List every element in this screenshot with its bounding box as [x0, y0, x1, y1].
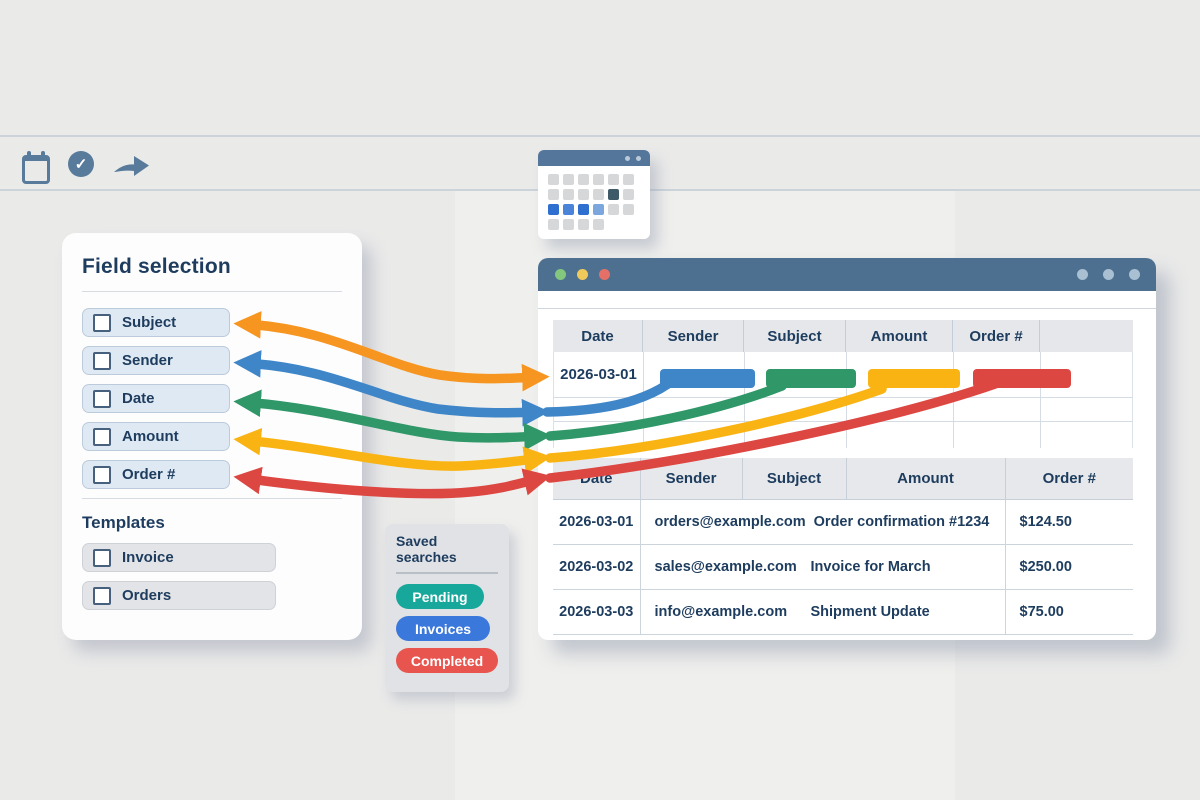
- arrow-right-icon[interactable]: [112, 149, 152, 179]
- calendar-highlight-day: [578, 204, 589, 215]
- sender-value: orders@example.com: [654, 514, 806, 530]
- field-label: Date: [122, 390, 155, 407]
- browser-window: Date Sender Subject Amount Order # 2026-…: [538, 258, 1156, 640]
- sender-subject-cell: info@example.com Shipment Update: [640, 589, 1006, 635]
- template-label: Orders: [122, 587, 172, 604]
- table-row: 2026-03-01: [554, 352, 1132, 398]
- field-item-subject[interactable]: Subject: [82, 308, 230, 337]
- field-selection-panel: Field selection Subject Sender Date Amou…: [62, 233, 362, 640]
- table-row: 2026-03-03 info@example.com Shipment Upd…: [553, 589, 1133, 635]
- amount-cell: $124.50: [1005, 499, 1133, 545]
- column-header-date: Date: [553, 320, 643, 352]
- column-header-sender: Sender: [640, 458, 743, 500]
- orders-checkbox[interactable]: [93, 586, 111, 605]
- sender-subject-cell: orders@example.com Order confirmation #1…: [640, 499, 1006, 545]
- sender-value: info@example.com: [654, 604, 788, 620]
- saved-search-pending[interactable]: Pending: [396, 584, 484, 609]
- titlebar-dot[interactable]: [1103, 269, 1114, 280]
- traffic-lights: [538, 269, 610, 280]
- field-label: Amount: [122, 428, 179, 445]
- top-rule-line: [0, 135, 1200, 137]
- mini-calendar-widget: [538, 150, 650, 239]
- calendar-highlight-day: [593, 204, 604, 215]
- date-cell: 2026-03-02: [553, 544, 641, 590]
- mapping-table-header: Date Sender Subject Amount Order #: [553, 320, 1133, 352]
- field-item-amount[interactable]: Amount: [82, 422, 230, 451]
- divider: [82, 498, 342, 499]
- divider: [82, 291, 342, 292]
- subject-value: Invoice for March: [810, 559, 931, 575]
- field-label: Order #: [122, 466, 176, 483]
- window-titlebar: [538, 258, 1156, 291]
- sender-value: sales@example.com: [654, 559, 797, 575]
- table-row: 2026-03-02 sales@example.com Invoice for…: [553, 544, 1133, 590]
- field-item-sender[interactable]: Sender: [82, 346, 230, 375]
- mapping-table: Date Sender Subject Amount Order # 2026-…: [553, 320, 1133, 448]
- field-item-date[interactable]: Date: [82, 384, 230, 413]
- column-header-order-number: Order #: [1005, 458, 1133, 500]
- titlebar-dot[interactable]: [1077, 269, 1088, 280]
- calendar-icon-body: [22, 154, 50, 184]
- subject-checkbox[interactable]: [93, 313, 111, 332]
- subject-value: Shipment Update: [810, 604, 930, 620]
- saved-search-invoices[interactable]: Invoices: [396, 616, 490, 641]
- mapping-table-rows: 2026-03-01: [553, 352, 1133, 448]
- titlebar-menu-dots: [1077, 269, 1156, 280]
- field-label: Subject: [122, 314, 177, 331]
- saved-searches-title: Saved searches: [396, 533, 498, 574]
- amount-checkbox[interactable]: [93, 427, 111, 446]
- calendar-highlight-day: [563, 204, 574, 215]
- window-red-dot[interactable]: [599, 269, 610, 280]
- sender-checkbox[interactable]: [93, 351, 111, 370]
- column-header-amount: Amount: [846, 458, 1006, 500]
- mini-calendar-grid: [538, 166, 650, 239]
- template-item-orders[interactable]: Orders: [82, 581, 276, 610]
- order-number-checkbox[interactable]: [93, 465, 111, 484]
- templates-title: Templates: [82, 513, 165, 532]
- window-yellow-dot[interactable]: [577, 269, 588, 280]
- column-header-amount: Amount: [846, 320, 953, 352]
- check-circle-icon[interactable]: ✓: [68, 151, 94, 177]
- results-table: Date Sender Subject Amount Order # 2026-…: [553, 458, 1133, 635]
- table-row: 2026-03-01 orders@example.com Order conf…: [553, 499, 1133, 545]
- panel-title: Field selection: [82, 255, 231, 278]
- column-header-empty: [1040, 320, 1133, 352]
- date-cell: 2026-03-01: [554, 352, 644, 397]
- saved-searches-panel: Saved searches Pending Invoices Complete…: [385, 524, 509, 692]
- column-header-subject: Subject: [742, 458, 847, 500]
- date-cell: 2026-03-01: [553, 499, 641, 545]
- column-header-date: Date: [553, 458, 641, 500]
- mini-calendar-titlebar: [538, 150, 650, 166]
- titlebar-dot: [636, 155, 641, 161]
- subject-value: Order confirmation #1234: [813, 514, 990, 530]
- toolbar: ✓: [22, 144, 152, 184]
- titlebar-dot[interactable]: [1129, 269, 1140, 280]
- amount-cell: $250.00: [1005, 544, 1133, 590]
- saved-search-completed[interactable]: Completed: [396, 648, 498, 673]
- column-header-sender: Sender: [643, 320, 744, 352]
- sender-subject-cell: sales@example.com Invoice for March: [640, 544, 1006, 590]
- table-row: [554, 398, 1132, 422]
- template-label: Invoice: [122, 549, 174, 566]
- calendar-selected-day: [608, 189, 619, 200]
- calendar-icon[interactable]: [22, 150, 50, 184]
- invoice-checkbox[interactable]: [93, 548, 111, 567]
- column-header-subject: Subject: [744, 320, 846, 352]
- results-table-header: Date Sender Subject Amount Order #: [553, 458, 1133, 500]
- date-cell: 2026-03-03: [553, 589, 641, 635]
- template-item-invoice[interactable]: Invoice: [82, 543, 276, 572]
- column-header-order-number: Order #: [953, 320, 1040, 352]
- amount-cell: $75.00: [1005, 589, 1133, 635]
- window-separator: [538, 308, 1156, 309]
- table-row: [554, 422, 1132, 448]
- date-checkbox[interactable]: [93, 389, 111, 408]
- field-label: Sender: [122, 352, 173, 369]
- calendar-highlight-day: [548, 204, 559, 215]
- field-item-order-number[interactable]: Order #: [82, 460, 230, 489]
- titlebar-dot: [625, 155, 630, 161]
- window-green-dot[interactable]: [555, 269, 566, 280]
